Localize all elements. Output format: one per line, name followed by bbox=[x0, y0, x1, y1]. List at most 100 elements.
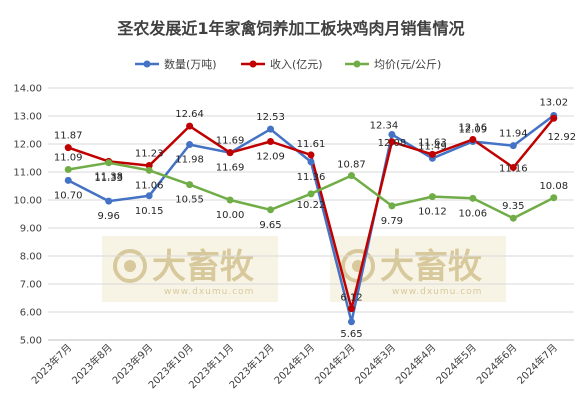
watermark-logo-icon bbox=[113, 249, 147, 283]
data-label: 10.06 bbox=[459, 208, 488, 219]
data-point bbox=[307, 151, 315, 159]
data-point bbox=[307, 190, 315, 198]
data-point bbox=[267, 125, 275, 133]
data-label: 9.65 bbox=[259, 220, 281, 231]
data-point bbox=[550, 194, 558, 202]
x-tick-label: 2024年4月 bbox=[393, 341, 439, 387]
data-label: 12.92 bbox=[547, 132, 576, 143]
data-point bbox=[469, 194, 477, 202]
data-label: 11.49 bbox=[418, 141, 447, 152]
x-tick-label: 2024年5月 bbox=[433, 341, 479, 387]
data-label: 10.15 bbox=[135, 206, 164, 217]
y-tick-label: 14.00 bbox=[13, 84, 42, 95]
data-label: 11.61 bbox=[297, 139, 326, 150]
data-label: 10.00 bbox=[216, 210, 245, 221]
data-point bbox=[347, 318, 355, 326]
data-point bbox=[267, 137, 275, 145]
data-label: 11.09 bbox=[54, 152, 83, 163]
data-point bbox=[145, 192, 153, 200]
data-point bbox=[428, 193, 436, 201]
data-label: 12.16 bbox=[459, 123, 488, 134]
watermark-brand: 大畜牧 bbox=[152, 247, 255, 287]
y-tick-label: 7.00 bbox=[20, 280, 42, 291]
y-tick-label: 8.00 bbox=[20, 252, 42, 263]
data-point bbox=[186, 122, 194, 130]
legend-label: 均价(元/公斤) bbox=[374, 58, 441, 71]
y-tick-label: 5.00 bbox=[20, 336, 42, 347]
data-label: 9.96 bbox=[98, 211, 120, 222]
legend-marker bbox=[143, 60, 151, 68]
watermark-url: www.dxumu.com bbox=[392, 287, 482, 297]
legend: 数量(万吨) 收入(亿元) 均价(元/公斤) bbox=[135, 57, 441, 71]
x-tick-label: 2024年1月 bbox=[271, 341, 317, 387]
x-tick-label: 2023年9月 bbox=[109, 341, 155, 387]
data-point bbox=[226, 196, 234, 204]
legend-label: 数量(万吨) bbox=[164, 58, 217, 71]
chart-title: 圣农发展近1年家禽饲养加工板块鸡肉月销售情况 bbox=[116, 19, 464, 38]
data-point bbox=[509, 164, 517, 172]
data-point bbox=[347, 172, 355, 180]
data-point bbox=[267, 206, 275, 214]
x-tick-label: 2024年3月 bbox=[352, 341, 398, 387]
data-point bbox=[388, 130, 396, 138]
data-point bbox=[105, 197, 113, 205]
y-tick-label: 9.00 bbox=[20, 224, 42, 235]
data-label: 12.64 bbox=[175, 109, 204, 120]
watermark-url: www.dxumu.com bbox=[164, 287, 254, 297]
data-label: 11.94 bbox=[499, 129, 528, 140]
data-point bbox=[64, 176, 72, 184]
watermarks: 大畜牧 www.dxumu.com 大畜牧 www.dxumu.com bbox=[102, 236, 506, 302]
data-point bbox=[550, 114, 558, 122]
data-point bbox=[186, 181, 194, 189]
data-label: 12.09 bbox=[256, 151, 285, 162]
data-point bbox=[64, 144, 72, 152]
data-label: 5.65 bbox=[340, 329, 362, 340]
data-point bbox=[509, 214, 517, 222]
data-point bbox=[186, 141, 194, 149]
data-label: 11.23 bbox=[135, 149, 164, 160]
data-label: 9.35 bbox=[502, 201, 524, 212]
y-tick-label: 10.00 bbox=[13, 196, 42, 207]
data-label: 11.87 bbox=[54, 131, 83, 142]
legend-label: 收入(亿元) bbox=[270, 57, 323, 71]
x-tick-label: 2023年7月 bbox=[29, 341, 75, 387]
x-tick-label: 2023年8月 bbox=[69, 341, 115, 387]
data-label: 11.06 bbox=[135, 180, 164, 191]
data-label: 6.12 bbox=[340, 293, 362, 304]
y-tick-label: 11.00 bbox=[13, 168, 42, 179]
y-axis: 5.00 6.00 7.00 8.00 9.00 10.00 11.00 12.00 13.00… bbox=[13, 84, 42, 347]
data-point bbox=[145, 166, 153, 174]
data-label: 10.22 bbox=[297, 200, 326, 211]
data-label: 11.38 bbox=[94, 171, 123, 182]
data-label: 12.08 bbox=[378, 138, 407, 149]
data-point bbox=[347, 305, 355, 313]
legend-marker bbox=[249, 60, 257, 68]
data-label: 12.34 bbox=[370, 120, 399, 131]
data-label: 11.69 bbox=[216, 136, 245, 147]
legend-marker bbox=[353, 60, 361, 68]
gridlines bbox=[48, 87, 574, 341]
data-label: 11.98 bbox=[175, 155, 204, 166]
data-label: 11.33 bbox=[94, 173, 123, 184]
data-label: 10.55 bbox=[175, 195, 204, 206]
data-label: 12.09 bbox=[459, 124, 488, 135]
data-label: 10.12 bbox=[418, 207, 447, 218]
data-point bbox=[388, 138, 396, 146]
x-axis: 2023年7月2023年8月2023年9月2023年10月2023年11月202… bbox=[29, 339, 574, 391]
data-labels: 10.70 9.96 10.15 11.98 11.69 12.53 11.36 5.65 12… bbox=[54, 97, 576, 339]
data-point bbox=[226, 149, 234, 157]
watermark-right: 大畜牧 www.dxumu.com bbox=[330, 236, 506, 302]
x-tick-label: 2024年2月 bbox=[312, 341, 358, 387]
data-label: 11.63 bbox=[418, 137, 447, 148]
x-tick-label: 2024年6月 bbox=[474, 341, 520, 387]
data-point bbox=[509, 142, 517, 150]
data-label: 11.16 bbox=[499, 164, 528, 175]
data-label: 10.87 bbox=[337, 160, 366, 171]
y-tick-label: 13.00 bbox=[13, 112, 42, 123]
data-point bbox=[105, 159, 113, 167]
data-label: 11.36 bbox=[297, 172, 326, 183]
data-point bbox=[64, 165, 72, 173]
x-tick-label: 2024年7月 bbox=[514, 341, 560, 387]
watermark-brand: 大畜牧 bbox=[380, 247, 483, 287]
